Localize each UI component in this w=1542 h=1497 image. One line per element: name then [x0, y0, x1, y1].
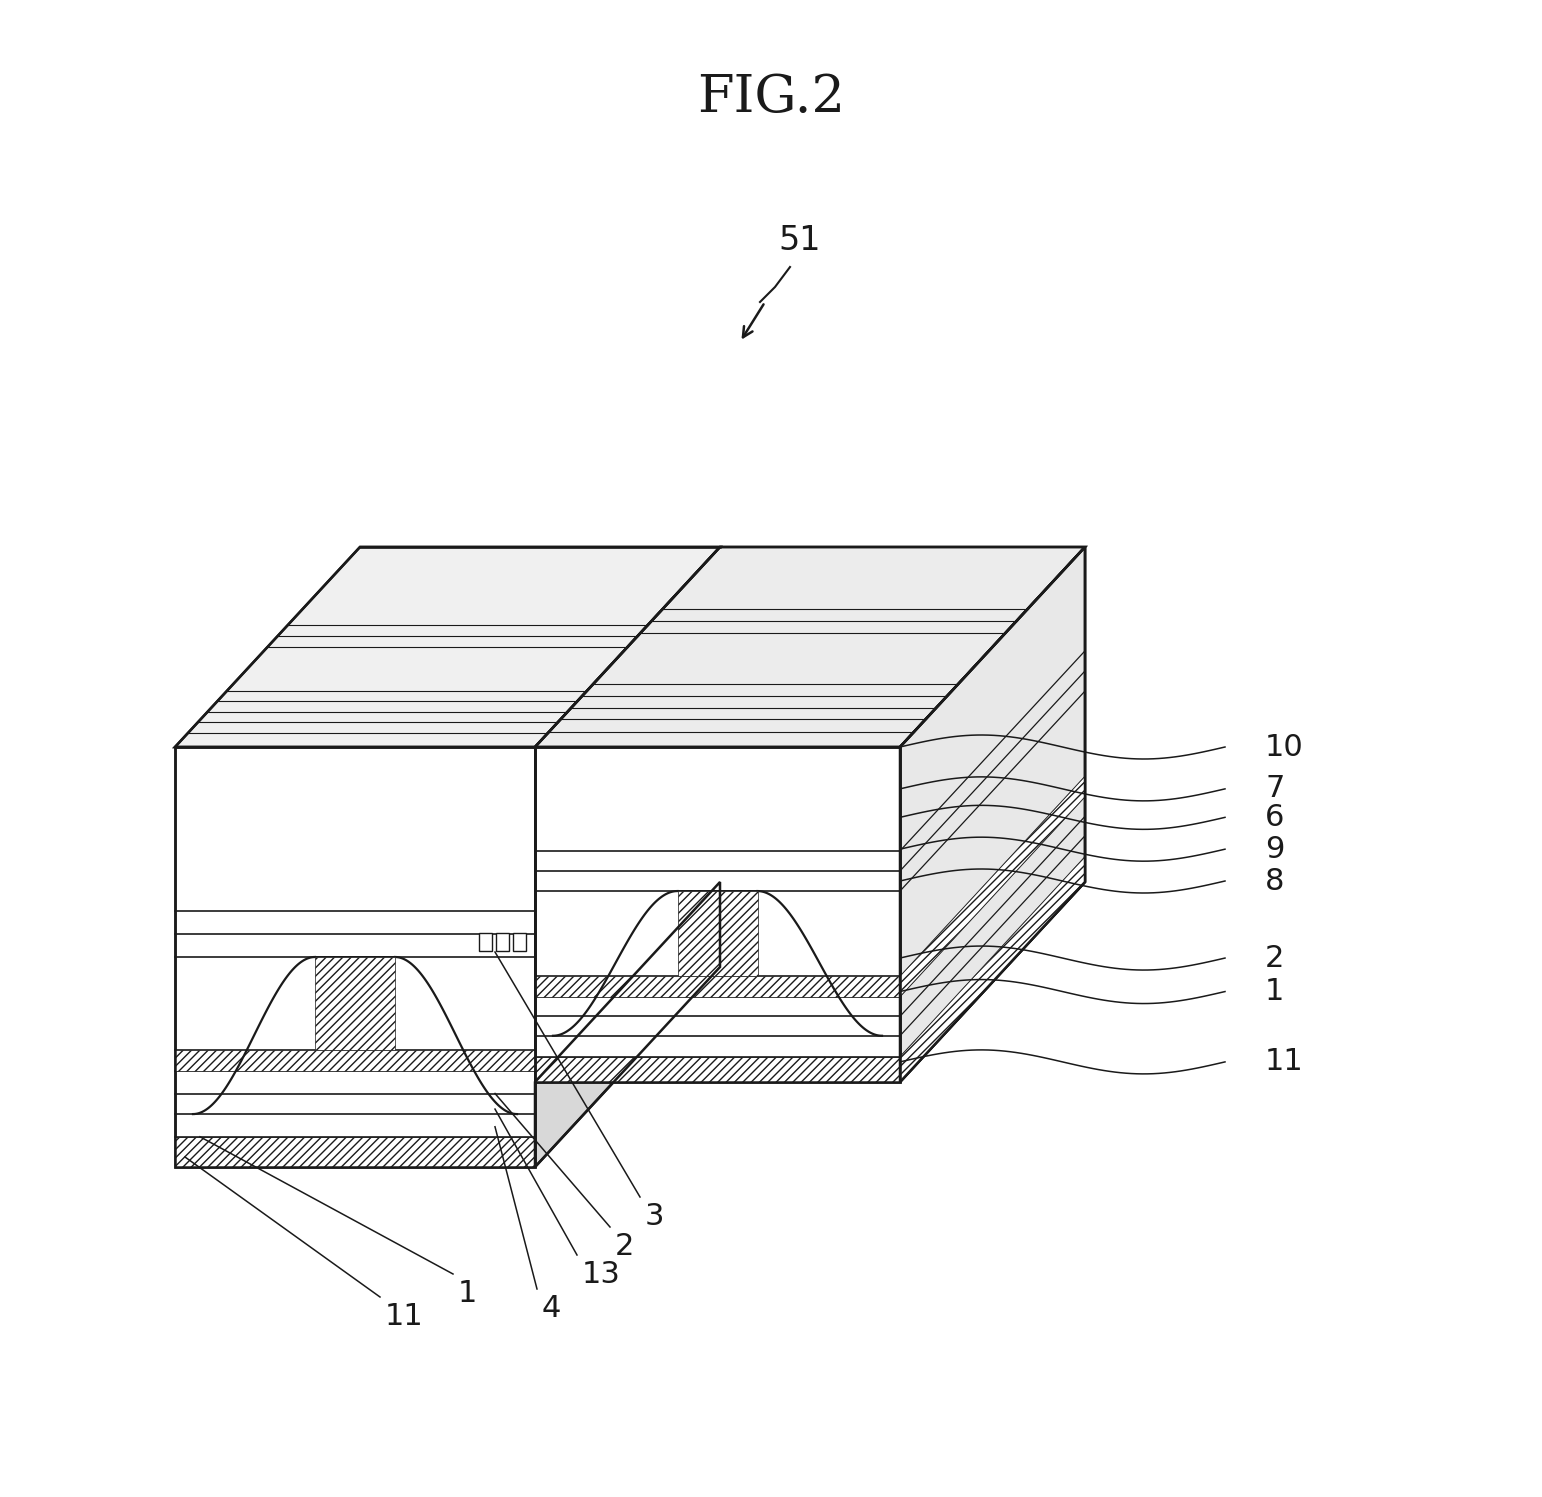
Text: 10: 10	[1264, 732, 1303, 762]
Text: 3: 3	[645, 1202, 665, 1231]
Polygon shape	[535, 882, 720, 1168]
Text: 11: 11	[386, 1302, 424, 1331]
Text: 4: 4	[541, 1293, 561, 1323]
Polygon shape	[315, 957, 395, 1051]
Text: 51: 51	[779, 225, 822, 257]
Polygon shape	[174, 1136, 535, 1168]
Text: 8: 8	[1264, 867, 1284, 895]
Polygon shape	[901, 546, 1086, 1082]
Text: 1: 1	[458, 1278, 478, 1308]
Polygon shape	[174, 546, 720, 747]
Polygon shape	[677, 891, 757, 976]
Text: FIG.2: FIG.2	[697, 72, 845, 123]
Text: 11: 11	[1264, 1048, 1303, 1076]
Polygon shape	[901, 856, 1086, 1082]
Text: 7: 7	[1264, 774, 1284, 804]
Polygon shape	[480, 933, 492, 951]
Text: 2: 2	[615, 1232, 634, 1260]
Text: 1: 1	[1264, 978, 1284, 1006]
Polygon shape	[901, 546, 1086, 1082]
Text: 13: 13	[581, 1260, 621, 1289]
Polygon shape	[513, 933, 526, 951]
Text: 6: 6	[1264, 802, 1284, 832]
Polygon shape	[901, 777, 1086, 997]
Polygon shape	[535, 1057, 901, 1082]
Polygon shape	[535, 976, 901, 997]
Text: 2: 2	[1264, 943, 1284, 973]
Polygon shape	[174, 1051, 535, 1072]
Polygon shape	[497, 933, 509, 951]
Polygon shape	[535, 747, 901, 1082]
Text: 9: 9	[1264, 835, 1284, 864]
Polygon shape	[174, 747, 535, 1168]
Polygon shape	[535, 546, 1086, 747]
